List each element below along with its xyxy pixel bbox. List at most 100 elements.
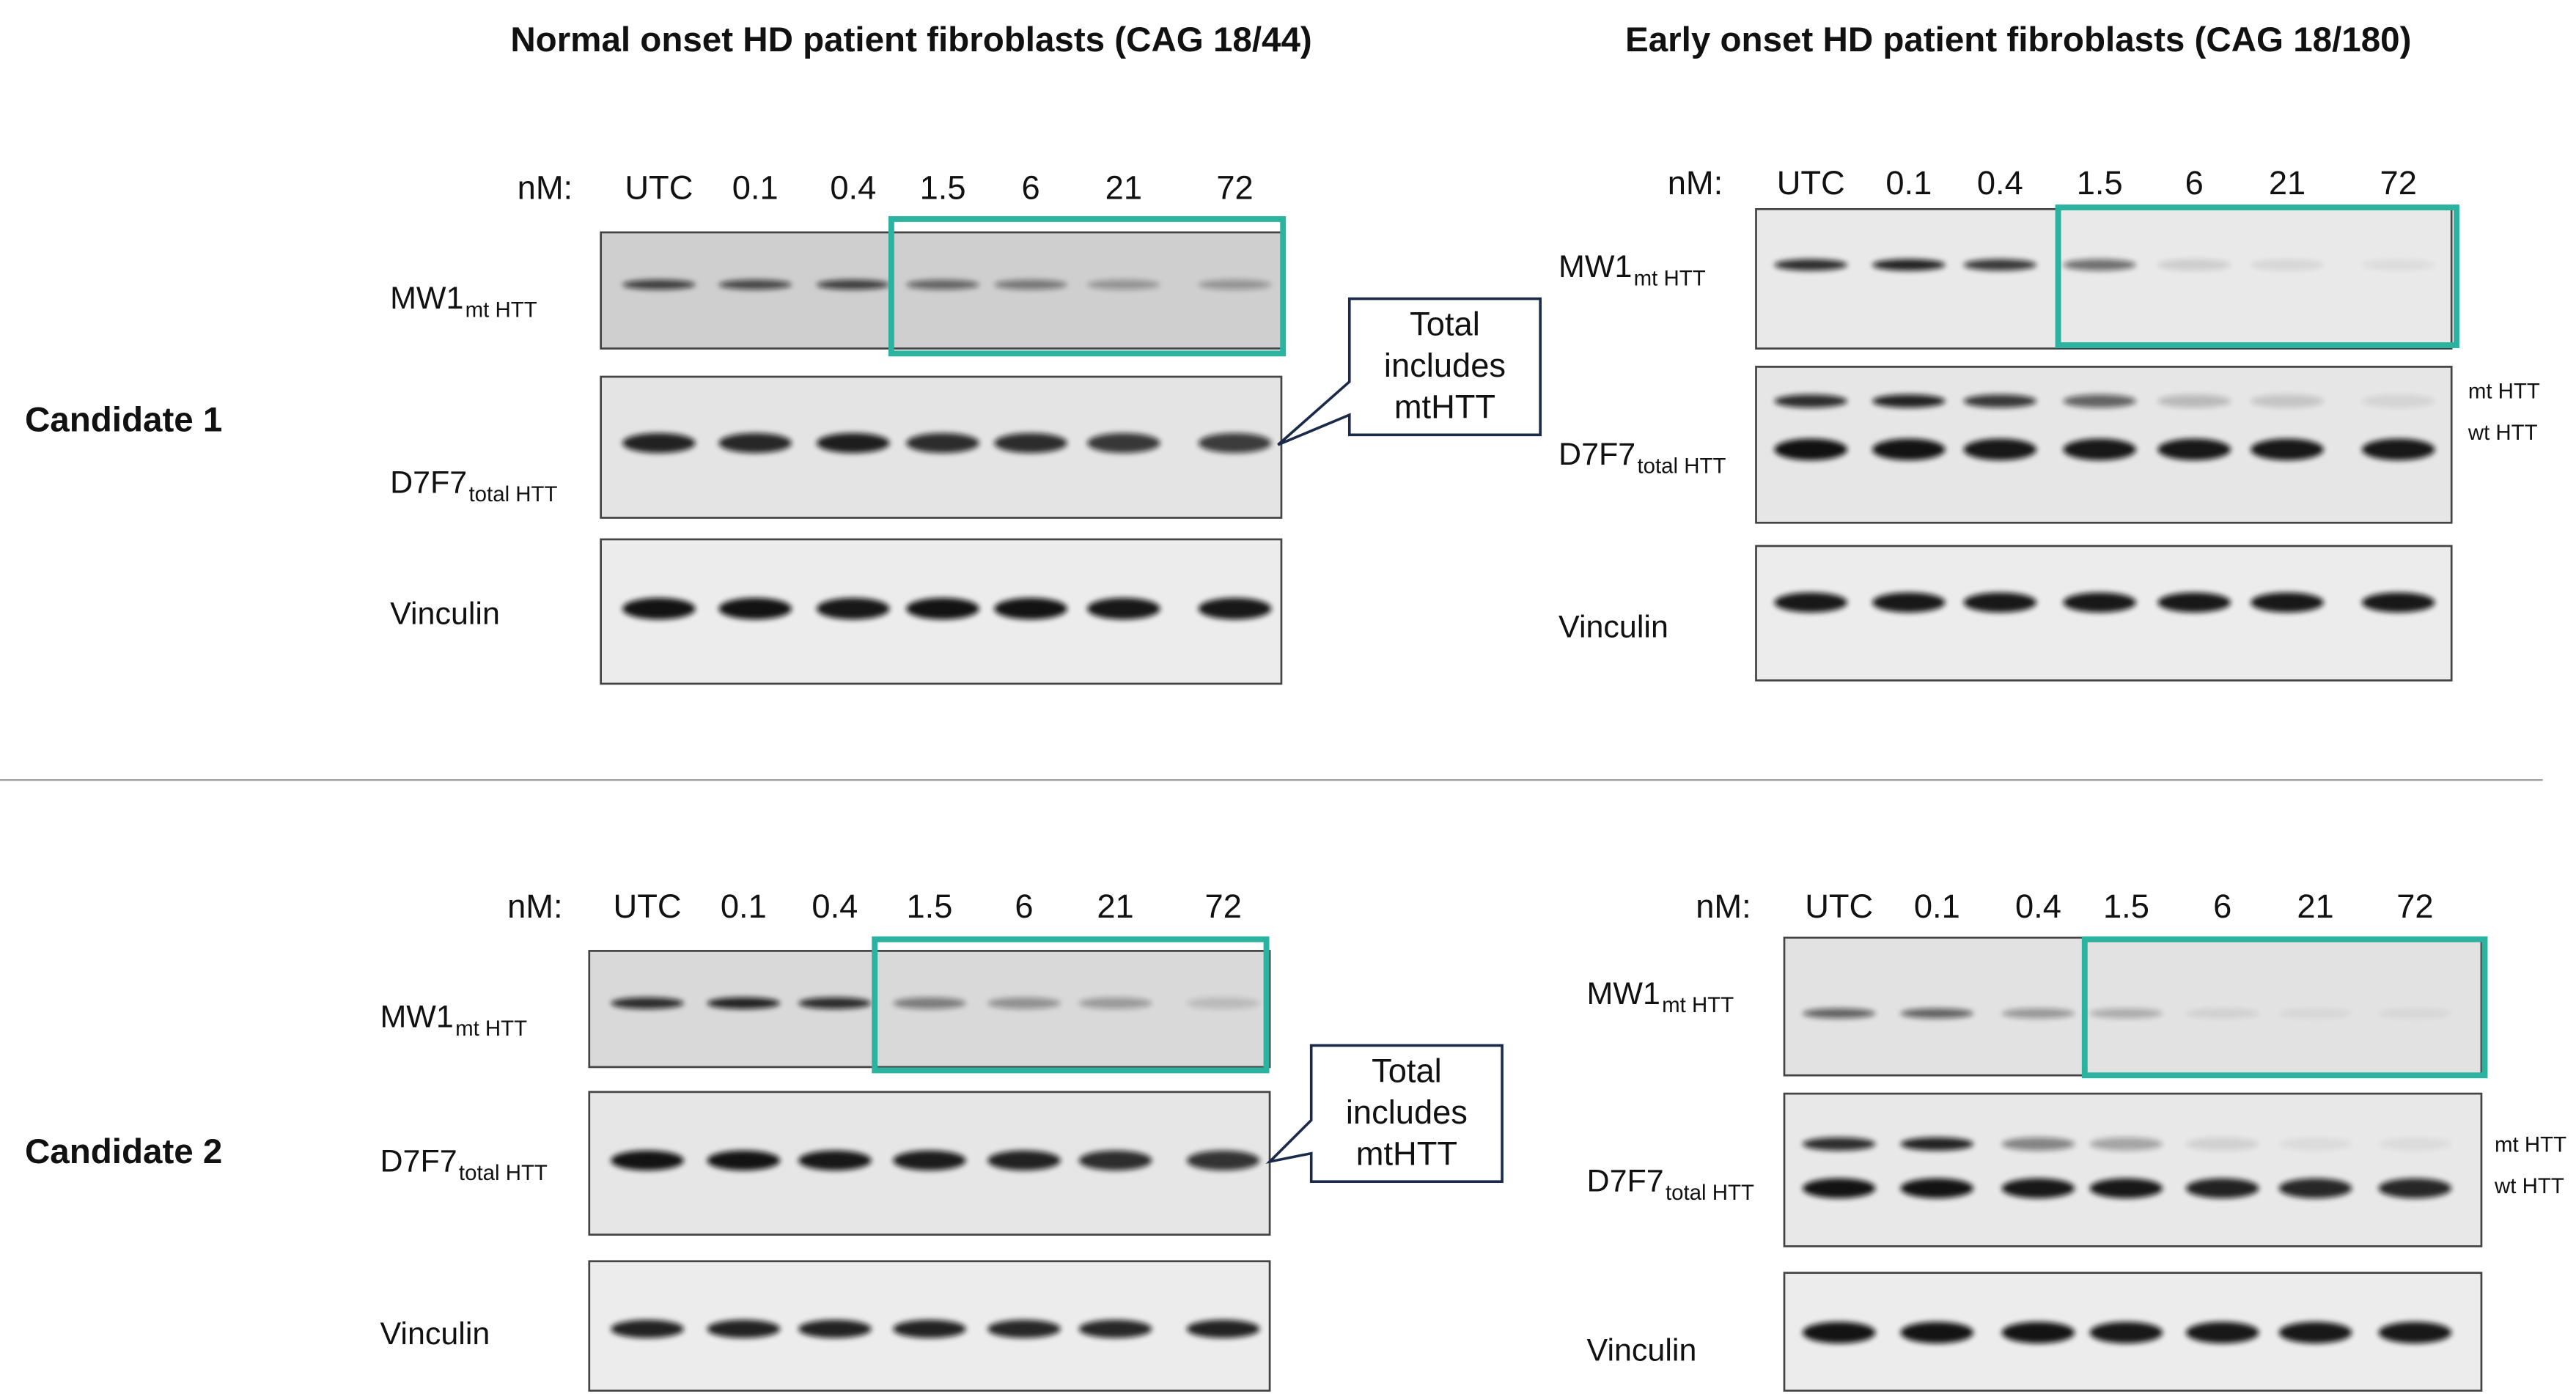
highlight-box <box>888 215 1287 357</box>
band <box>2378 1137 2452 1151</box>
band <box>994 597 1067 620</box>
callout-text: Total <box>1410 305 1480 342</box>
band <box>1198 597 1272 620</box>
band <box>718 597 792 620</box>
band <box>1198 279 1272 290</box>
band <box>2157 394 2231 408</box>
blot-name: Vinculin <box>1587 1333 1697 1368</box>
blot-label: Vinculin <box>1587 1333 1697 1368</box>
band <box>2089 1137 2163 1151</box>
band <box>707 997 781 1009</box>
band <box>2063 438 2136 460</box>
blot-name: MW1 <box>390 281 463 316</box>
blot <box>600 231 1283 350</box>
band <box>1774 592 1848 613</box>
blot-label: MW1 mt HTT <box>380 1000 527 1041</box>
blot-label: Vinculin <box>380 1316 490 1351</box>
band <box>1078 997 1152 1009</box>
highlight-box <box>2055 204 2459 348</box>
band <box>2278 1137 2352 1151</box>
blot-name: D7F7 <box>1559 437 1635 472</box>
band <box>1963 592 2037 613</box>
unit-label: nM: <box>1668 164 1723 202</box>
row-label: Candidate 2 <box>25 1132 222 1171</box>
lane-label: UTC <box>1777 164 1845 202</box>
band <box>2157 259 2231 271</box>
blot-label: MW1 mt HTT <box>390 281 537 322</box>
blot-label: D7F7 total HTT <box>390 465 557 506</box>
lane-label: 0.1 <box>1885 164 1932 202</box>
band <box>622 432 696 454</box>
blot-subscript: total HTT <box>1666 1181 1754 1205</box>
band <box>2361 592 2435 613</box>
band <box>2361 259 2435 271</box>
band <box>798 997 872 1009</box>
callout-text: includes <box>1384 347 1506 384</box>
blot-name: D7F7 <box>380 1144 457 1179</box>
band <box>2063 259 2136 271</box>
callout-text: mtHTT <box>1356 1135 1457 1172</box>
band <box>1872 394 1946 408</box>
lane-label: 6 <box>1021 169 1039 207</box>
band <box>1774 394 1848 408</box>
band <box>2251 259 2324 271</box>
band <box>2001 1321 2075 1343</box>
blot-label: Vinculin <box>1559 609 1668 644</box>
band <box>1900 1321 1974 1343</box>
band <box>611 1150 684 1170</box>
band <box>906 597 979 620</box>
unit-label: nM: <box>507 888 562 925</box>
blot-name: MW1 <box>380 1000 453 1035</box>
band <box>1872 259 1946 271</box>
blot-name: Vinculin <box>380 1316 490 1351</box>
blot-name: MW1 <box>1587 976 1660 1011</box>
blot-subscript: total HTT <box>469 482 558 506</box>
band <box>1963 259 2037 271</box>
lane-label: 0.1 <box>1914 888 1960 925</box>
callout-box <box>1277 297 1542 446</box>
band <box>1900 1178 1974 1198</box>
lane-label: 1.5 <box>2103 888 2149 925</box>
blot <box>1783 936 2483 1077</box>
band <box>2251 438 2324 460</box>
callout-text: mtHTT <box>1394 388 1495 426</box>
blot <box>1755 207 2453 350</box>
band <box>2089 1008 2163 1019</box>
band <box>994 279 1067 290</box>
blot <box>588 950 1271 1069</box>
band <box>816 432 890 454</box>
band <box>2251 394 2324 408</box>
band <box>1087 432 1160 454</box>
blot-label: D7F7 total HTT <box>1559 437 1726 478</box>
band <box>893 1150 966 1170</box>
band <box>816 279 890 290</box>
band <box>611 997 684 1009</box>
lane-label: UTC <box>625 169 693 207</box>
callout-box <box>1265 1044 1504 1183</box>
band <box>622 597 696 620</box>
band-label: wt HTT <box>2494 1174 2564 1198</box>
blot-name: MW1 <box>1559 249 1632 284</box>
blot-label: MW1 mt HTT <box>1559 249 1706 290</box>
lane-label: 0.4 <box>830 169 876 207</box>
band <box>2361 438 2435 460</box>
lane-label: 0.1 <box>732 169 779 207</box>
band-label: mt HTT <box>2495 1132 2566 1157</box>
band <box>2089 1178 2163 1198</box>
band <box>1774 438 1848 460</box>
blot-subscript: mt HTT <box>465 298 537 322</box>
band <box>1774 259 1848 271</box>
band <box>2278 1178 2352 1198</box>
band <box>1872 438 1946 460</box>
band <box>2063 592 2136 613</box>
lane-label: 1.5 <box>906 888 952 925</box>
band <box>2001 1008 2075 1019</box>
band <box>987 1150 1061 1170</box>
band <box>2157 438 2231 460</box>
blot-subscript: total HTT <box>1637 454 1726 478</box>
lane-label: 6 <box>1015 888 1033 925</box>
lane-label: 72 <box>1216 169 1253 207</box>
band <box>622 279 696 290</box>
